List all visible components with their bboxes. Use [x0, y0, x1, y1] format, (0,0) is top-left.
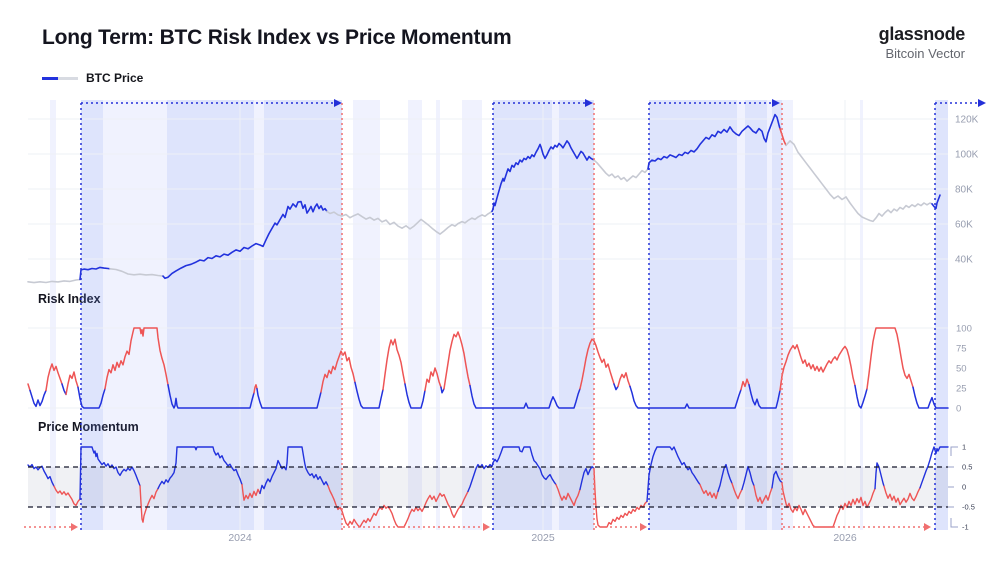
brand-subtitle: Bitcoin Vector	[885, 46, 966, 61]
svg-text:0.5: 0.5	[962, 463, 972, 472]
legend-label: BTC Price	[86, 71, 144, 85]
svg-text:2026: 2026	[833, 532, 857, 544]
svg-text:120K: 120K	[955, 115, 979, 126]
svg-text:-1: -1	[962, 523, 969, 532]
svg-text:2025: 2025	[531, 532, 555, 544]
svg-text:40K: 40K	[955, 255, 973, 266]
svg-text:2024: 2024	[228, 532, 252, 544]
svg-text:0: 0	[962, 483, 966, 492]
legend-btc-price[interactable]: BTC Price	[42, 71, 143, 85]
svg-text:75: 75	[956, 344, 967, 355]
svg-text:100K: 100K	[955, 150, 979, 161]
svg-text:80K: 80K	[955, 185, 973, 196]
btc-price-line-swatch	[42, 76, 78, 80]
svg-text:50: 50	[956, 364, 967, 375]
page-title: Long Term: BTC Risk Index vs Price Momen…	[42, 26, 512, 49]
risk-index-panel-label: Risk Index	[38, 292, 101, 306]
svg-text:1: 1	[962, 443, 966, 452]
svg-text:100: 100	[956, 324, 972, 335]
price-momentum-panel-label: Price Momentum	[38, 420, 139, 434]
brand: glassnode Bitcoin Vector	[878, 24, 966, 61]
svg-text:-0.5: -0.5	[962, 503, 975, 512]
svg-text:0: 0	[956, 404, 961, 415]
svg-text:25: 25	[956, 384, 967, 395]
svg-text:60K: 60K	[955, 220, 973, 231]
glassnode-logo: glassnode	[878, 24, 966, 44]
